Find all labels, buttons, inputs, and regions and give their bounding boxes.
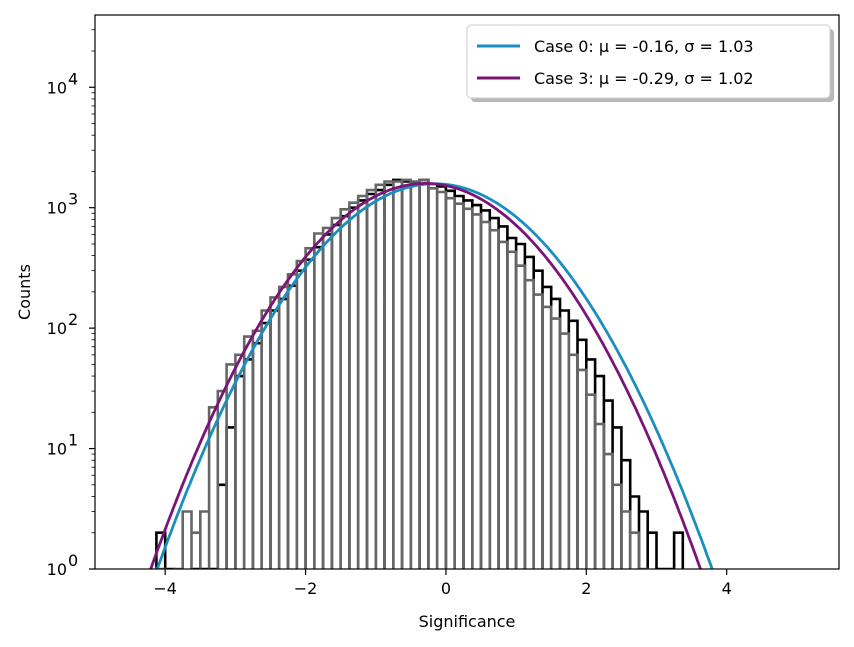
y-tick-exponent: 4 — [68, 69, 78, 88]
x-tick-label: 2 — [581, 579, 591, 598]
x-axis-label: Significance — [419, 612, 516, 631]
y-tick-exponent: 2 — [68, 310, 78, 329]
y-tick-label: 10 — [47, 78, 67, 97]
y-tick-exponent: 1 — [68, 431, 78, 450]
y-axis-label: Counts — [15, 264, 34, 320]
x-tick-label: −4 — [153, 579, 177, 598]
x-axis: −4 −2 0 2 4 — [153, 569, 732, 598]
y-tick-label: 10 — [47, 319, 67, 338]
y-tick-exponent: 0 — [68, 551, 78, 570]
y-tick-exponent: 3 — [68, 190, 78, 209]
y-tick-label: 10 — [47, 199, 67, 218]
legend: Case 0: μ = -0.16, σ = 1.03 Case 3: μ = -… — [466, 24, 834, 102]
x-tick-label: 4 — [722, 579, 732, 598]
fit-curve-0 — [155, 182, 714, 569]
y-tick-label: 10 — [47, 560, 67, 579]
histogram-layer — [155, 178, 685, 569]
legend-label-0: Case 0: μ = -0.16, σ = 1.03 — [534, 37, 754, 56]
y-tick-label: 10 — [47, 440, 67, 459]
legend-box — [466, 24, 831, 99]
histogram-1 — [155, 178, 649, 569]
legend-label-1: Case 3: μ = -0.29, σ = 1.02 — [534, 69, 754, 88]
x-tick-label: −2 — [294, 579, 318, 598]
fit-curve-layer — [149, 182, 714, 569]
fit-curve-1 — [149, 182, 702, 569]
x-tick-label: 0 — [441, 579, 451, 598]
